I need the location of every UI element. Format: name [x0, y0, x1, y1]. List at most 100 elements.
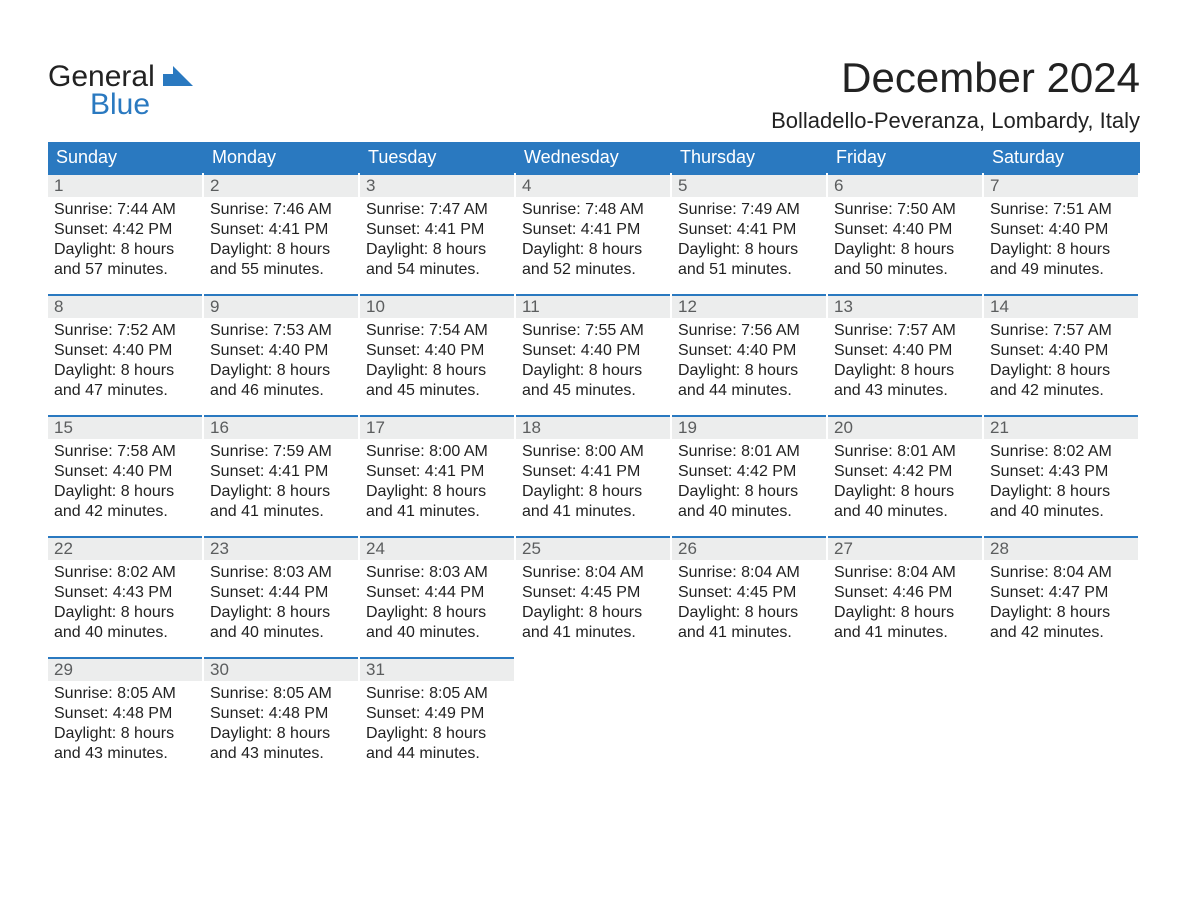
- sunset-line: Sunset: 4:49 PM: [366, 704, 508, 724]
- daylight-line: Daylight: 8 hours and 42 minutes.: [990, 361, 1132, 401]
- day-number: 8: [54, 297, 63, 316]
- calendar-day-cell: 11Sunrise: 7:55 AMSunset: 4:40 PMDayligh…: [516, 294, 672, 405]
- sunrise-line: Sunrise: 7:48 AM: [522, 200, 664, 220]
- logo: General Blue: [48, 62, 193, 120]
- sunset-line: Sunset: 4:42 PM: [834, 462, 976, 482]
- calendar-week: 15Sunrise: 7:58 AMSunset: 4:40 PMDayligh…: [48, 415, 1140, 526]
- daylight-line: Daylight: 8 hours and 50 minutes.: [834, 240, 976, 280]
- daylight-line: Daylight: 8 hours and 40 minutes.: [366, 603, 508, 643]
- calendar: SundayMondayTuesdayWednesdayThursdayFrid…: [48, 142, 1140, 768]
- calendar-day-cell: 17Sunrise: 8:00 AMSunset: 4:41 PMDayligh…: [360, 415, 516, 526]
- daylight-line: Daylight: 8 hours and 40 minutes.: [210, 603, 352, 643]
- calendar-day-cell: 12Sunrise: 7:56 AMSunset: 4:40 PMDayligh…: [672, 294, 828, 405]
- sunset-line: Sunset: 4:42 PM: [678, 462, 820, 482]
- day-number: 31: [366, 660, 385, 679]
- day-number-bar: 26: [672, 536, 826, 560]
- page: General Blue December 2024 Bolladello-Pe…: [0, 0, 1188, 918]
- day-number: 19: [678, 418, 697, 437]
- day-body: Sunrise: 8:00 AMSunset: 4:41 PMDaylight:…: [516, 439, 670, 526]
- daylight-line: Daylight: 8 hours and 43 minutes.: [834, 361, 976, 401]
- title-block: December 2024 Bolladello-Peveranza, Lomb…: [771, 40, 1140, 142]
- calendar-day-cell: 28Sunrise: 8:04 AMSunset: 4:47 PMDayligh…: [984, 536, 1140, 647]
- daylight-line: Daylight: 8 hours and 43 minutes.: [54, 724, 196, 764]
- day-number-bar: 7: [984, 173, 1138, 197]
- day-body: Sunrise: 7:53 AMSunset: 4:40 PMDaylight:…: [204, 318, 358, 405]
- day-body: Sunrise: 7:44 AMSunset: 4:42 PMDaylight:…: [48, 197, 202, 284]
- day-body: Sunrise: 7:52 AMSunset: 4:40 PMDaylight:…: [48, 318, 202, 405]
- day-number-bar: 27: [828, 536, 982, 560]
- day-number: 29: [54, 660, 73, 679]
- weekday-header-cell: Thursday: [672, 142, 828, 173]
- day-number-bar: 6: [828, 173, 982, 197]
- calendar-day-cell: 20 Sunrise: 8:01 AMSunset: 4:42 PMDayligh…: [828, 415, 984, 526]
- day-number: 21: [990, 418, 1009, 437]
- daylight-line: Daylight: 8 hours and 46 minutes.: [210, 361, 352, 401]
- weekday-header-cell: Friday: [828, 142, 984, 173]
- sunset-line: Sunset: 4:40 PM: [990, 341, 1132, 361]
- calendar-week: 8Sunrise: 7:52 AMSunset: 4:40 PMDaylight…: [48, 294, 1140, 405]
- day-number: 1: [54, 176, 63, 195]
- sunset-line: Sunset: 4:40 PM: [834, 220, 976, 240]
- day-number-bar: 29: [48, 657, 202, 681]
- sunrise-line: Sunrise: 7:52 AM: [54, 321, 196, 341]
- sunrise-line: Sunrise: 8:02 AM: [990, 442, 1132, 462]
- day-body: Sunrise: 8:05 AMSunset: 4:49 PMDaylight:…: [360, 681, 514, 768]
- sunset-line: Sunset: 4:41 PM: [678, 220, 820, 240]
- daylight-line: Daylight: 8 hours and 41 minutes.: [834, 603, 976, 643]
- day-body: Sunrise: 7:48 AMSunset: 4:41 PMDaylight:…: [516, 197, 670, 284]
- day-number-bar: 18: [516, 415, 670, 439]
- day-body: Sunrise: 7:54 AMSunset: 4:40 PMDaylight:…: [360, 318, 514, 405]
- daylight-line: Daylight: 8 hours and 41 minutes.: [366, 482, 508, 522]
- sunset-line: Sunset: 4:45 PM: [522, 583, 664, 603]
- sunrise-line: Sunrise: 7:58 AM: [54, 442, 196, 462]
- daylight-line: Daylight: 8 hours and 51 minutes.: [678, 240, 820, 280]
- day-number-bar: 16: [204, 415, 358, 439]
- daylight-line: Daylight: 8 hours and 47 minutes.: [54, 361, 196, 401]
- calendar-day-cell: 27Sunrise: 8:04 AMSunset: 4:46 PMDayligh…: [828, 536, 984, 647]
- day-number: 20: [834, 418, 853, 437]
- sunset-line: Sunset: 4:44 PM: [210, 583, 352, 603]
- location-line: Bolladello-Peveranza, Lombardy, Italy: [771, 108, 1140, 134]
- daylight-line: Daylight: 8 hours and 40 minutes.: [54, 603, 196, 643]
- day-number: 4: [522, 176, 531, 195]
- calendar-day-cell: 30Sunrise: 8:05 AMSunset: 4:48 PMDayligh…: [204, 657, 360, 768]
- calendar-day-cell: 29Sunrise: 8:05 AMSunset: 4:48 PMDayligh…: [48, 657, 204, 768]
- calendar-day-cell: 31 Sunrise: 8:05 AMSunset: 4:49 PMDayligh…: [360, 657, 516, 768]
- calendar-week: 29Sunrise: 8:05 AMSunset: 4:48 PMDayligh…: [48, 657, 1140, 768]
- calendar-day-cell: 5Sunrise: 7:49 AMSunset: 4:41 PMDaylight…: [672, 173, 828, 284]
- calendar-day-cell: 21Sunrise: 8:02 AMSunset: 4:43 PMDayligh…: [984, 415, 1140, 526]
- day-number-bar: 15: [48, 415, 202, 439]
- daylight-line: Daylight: 8 hours and 45 minutes.: [522, 361, 664, 401]
- month-title: December 2024: [771, 54, 1140, 102]
- sunrise-line: Sunrise: 8:05 AM: [54, 684, 196, 704]
- day-body: Sunrise: 8:01 AMSunset: 4:42 PMDaylight:…: [828, 439, 982, 526]
- day-number-bar: 23: [204, 536, 358, 560]
- daylight-line: Daylight: 8 hours and 41 minutes.: [522, 603, 664, 643]
- calendar-day-cell: 25Sunrise: 8:04 AMSunset: 4:45 PMDayligh…: [516, 536, 672, 647]
- sunrise-line: Sunrise: 8:02 AM: [54, 563, 196, 583]
- day-number: 6: [834, 176, 843, 195]
- day-number-bar: 19: [672, 415, 826, 439]
- day-number: 25: [522, 539, 541, 558]
- sunrise-line: Sunrise: 7:59 AM: [210, 442, 352, 462]
- daylight-line: Daylight: 8 hours and 45 minutes.: [366, 361, 508, 401]
- day-body: Sunrise: 7:49 AMSunset: 4:41 PMDaylight:…: [672, 197, 826, 284]
- day-number-bar: 28: [984, 536, 1138, 560]
- day-body: Sunrise: 8:01 AMSunset: 4:42 PMDaylight:…: [672, 439, 826, 526]
- calendar-day-cell: 18Sunrise: 8:00 AMSunset: 4:41 PMDayligh…: [516, 415, 672, 526]
- calendar-day-cell: [672, 657, 828, 768]
- calendar-day-cell: 8 Sunrise: 7:52 AMSunset: 4:40 PMDaylight…: [48, 294, 204, 405]
- day-number: 23: [210, 539, 229, 558]
- day-number-bar: 22: [48, 536, 202, 560]
- sunset-line: Sunset: 4:43 PM: [990, 462, 1132, 482]
- day-number-bar: 14: [984, 294, 1138, 318]
- sunrise-line: Sunrise: 7:53 AM: [210, 321, 352, 341]
- day-number-bar: 21: [984, 415, 1138, 439]
- sunset-line: Sunset: 4:42 PM: [54, 220, 196, 240]
- day-number-bar: 2: [204, 173, 358, 197]
- calendar-day-cell: 14Sunrise: 7:57 AMSunset: 4:40 PMDayligh…: [984, 294, 1140, 405]
- daylight-line: Daylight: 8 hours and 54 minutes.: [366, 240, 508, 280]
- sunrise-line: Sunrise: 8:04 AM: [834, 563, 976, 583]
- day-number-bar: 1: [48, 173, 202, 197]
- day-number: 16: [210, 418, 229, 437]
